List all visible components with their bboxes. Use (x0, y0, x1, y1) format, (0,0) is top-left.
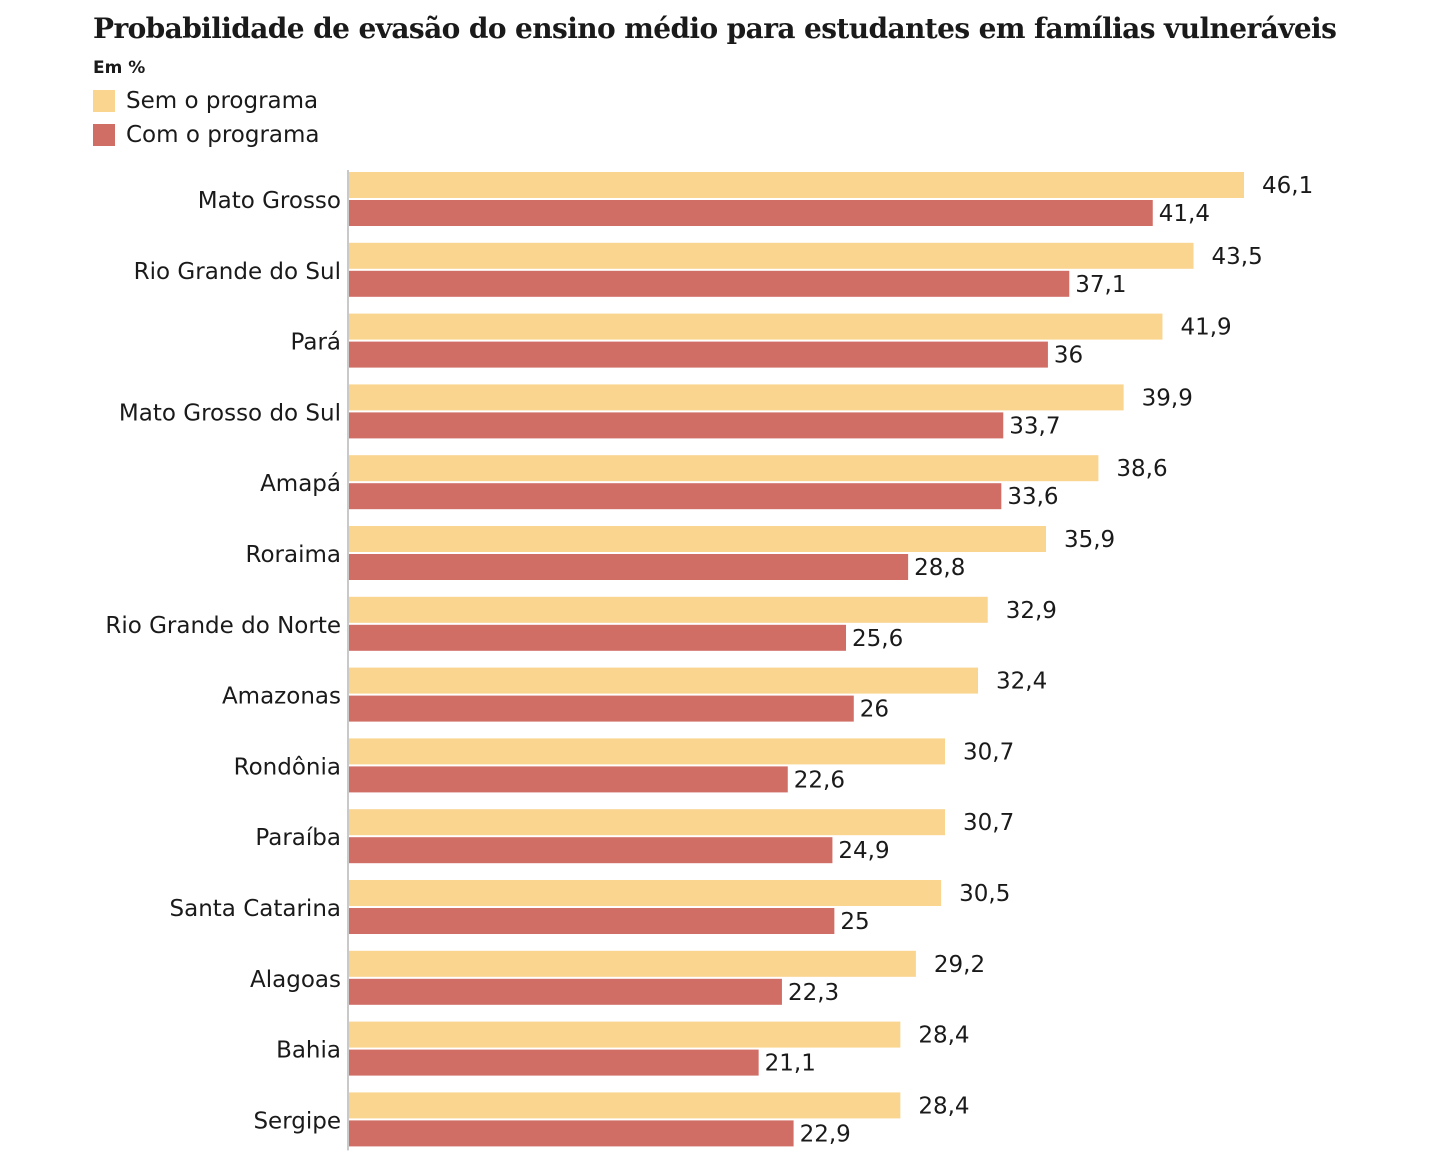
category-label: Mato Grosso (198, 188, 341, 214)
legend: Sem o programa Com o programa (93, 84, 320, 152)
bar-com-programa (349, 341, 1048, 368)
category-label: Amazonas (222, 684, 341, 710)
bar-com-programa (349, 270, 1070, 297)
category-label: Rio Grande do Sul (134, 259, 341, 285)
bar-com-programa (349, 412, 1004, 439)
value-label-sem: 41,9 (1180, 315, 1231, 341)
value-label-com: 22,6 (794, 767, 845, 793)
value-label-com: 28,8 (914, 555, 965, 581)
value-label-com: 22,3 (788, 980, 839, 1006)
value-label-com: 25,6 (852, 626, 903, 652)
value-label-sem: 28,4 (918, 1093, 969, 1119)
category-label: Paraíba (255, 825, 341, 851)
value-label-com: 33,7 (1009, 413, 1060, 439)
legend-swatch-sem (93, 90, 115, 112)
value-label-com: 21,1 (765, 1051, 816, 1077)
legend-item-com: Com o programa (93, 118, 320, 152)
bar-sem-programa (349, 242, 1194, 269)
value-label-com: 25 (840, 909, 869, 935)
value-label-sem: 30,7 (963, 810, 1014, 836)
category-label: Mato Grosso do Sul (119, 400, 341, 426)
bar-sem-programa (349, 313, 1163, 340)
category-label: Pará (291, 330, 341, 356)
bar-com-programa (349, 1120, 794, 1147)
value-label-sem: 28,4 (918, 1023, 969, 1049)
value-label-sem: 38,6 (1116, 456, 1167, 482)
unit-label: Em % (93, 58, 146, 78)
value-label-sem: 30,5 (959, 881, 1010, 907)
chart-title: Probabilidade de evasão do ensino médio … (93, 12, 1337, 45)
bar-sem-programa (349, 384, 1124, 411)
category-label: Bahia (276, 1038, 341, 1064)
bar-com-programa (349, 908, 835, 934)
value-label-sem: 43,5 (1212, 244, 1263, 270)
value-label-sem: 46,1 (1262, 173, 1313, 199)
category-label: Roraima (246, 542, 341, 568)
value-label-sem: 32,4 (996, 669, 1047, 695)
value-label-sem: 35,9 (1064, 527, 1115, 553)
value-label-com: 22,9 (800, 1121, 851, 1147)
value-label-sem: 32,9 (1006, 598, 1057, 624)
bar-com-programa (349, 766, 788, 793)
bar-com-programa (349, 1049, 759, 1076)
bar-sem-programa (349, 809, 946, 836)
bar-com-programa (349, 554, 909, 580)
bar-sem-programa (349, 738, 946, 765)
bar-sem-programa (349, 1021, 901, 1048)
legend-swatch-com (93, 124, 115, 146)
bar-com-programa (349, 483, 1002, 510)
bar-sem-programa (349, 1092, 901, 1119)
category-label: Santa Catarina (170, 896, 341, 922)
value-label-com: 37,1 (1075, 272, 1126, 298)
bar-sem-programa (349, 950, 916, 977)
bar-com-programa (349, 624, 847, 651)
value-label-com: 36 (1054, 343, 1083, 369)
bar-sem-programa (349, 596, 988, 623)
value-label-com: 26 (860, 697, 889, 723)
bar-com-programa (349, 200, 1153, 226)
value-label-com: 41,4 (1159, 201, 1210, 227)
bar-sem-programa (349, 667, 979, 694)
value-label-sem: 39,9 (1142, 385, 1193, 411)
legend-item-sem: Sem o programa (93, 84, 320, 118)
category-label: Alagoas (250, 967, 341, 993)
category-label: Amapá (260, 471, 341, 497)
bar-com-programa (349, 837, 833, 864)
legend-label-sem: Sem o programa (126, 88, 319, 114)
bar-sem-programa (349, 526, 1046, 552)
bar-com-programa (349, 695, 854, 722)
bar-com-programa (349, 978, 782, 1005)
category-label: Rio Grande do Norte (105, 613, 341, 639)
value-label-com: 33,6 (1007, 484, 1058, 510)
bar-sem-programa (349, 172, 1244, 198)
value-label-sem: 30,7 (963, 739, 1014, 765)
legend-label-com: Com o programa (126, 122, 320, 148)
value-label-sem: 29,2 (934, 952, 985, 978)
value-label-com: 24,9 (838, 838, 889, 864)
category-label: Sergipe (253, 1108, 341, 1134)
category-label: Rondônia (234, 754, 341, 780)
bar-sem-programa (349, 455, 1099, 482)
bar-sem-programa (349, 880, 942, 906)
